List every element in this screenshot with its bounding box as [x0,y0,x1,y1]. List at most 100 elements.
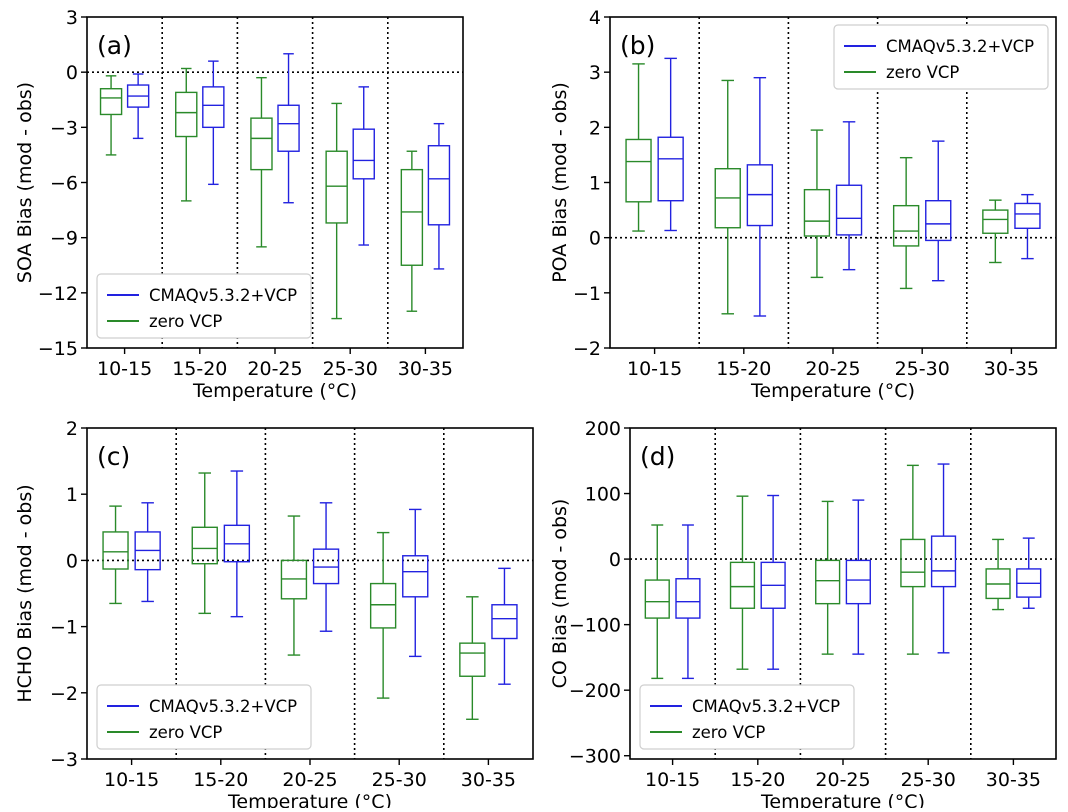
box-iqr [427,145,451,226]
box-iqr [277,104,300,152]
y-tick-label: 1 [589,173,601,195]
box-zero-30-35 [400,150,424,312]
box-iqr [459,642,486,677]
box-vcp-20-25 [845,499,871,655]
box-iqr [892,204,920,247]
x-tick-label: 10-15 [97,358,152,380]
legend: CMAQv5.3.2+VCP zero VCP [96,684,312,750]
x-tick-label: 25-30 [323,358,378,380]
x-axis-label: Temperature (°C) [760,791,925,808]
box-iqr [930,535,957,588]
box-iqr [400,168,424,266]
y-tick-label: −2 [573,338,601,360]
x-tick-label: 20-25 [815,769,870,791]
legend-frame [96,273,312,339]
legend-frame [639,684,855,750]
panel-label: (a) [97,31,132,60]
panel-c: 2 1 0 −1 −2 −3 10-15 15-20 20-25 25-30 30-35 Temper… [14,418,534,812]
legend-frame [833,24,1049,90]
box-vcp-30-35 [1014,193,1041,260]
x-axis-label: Temperature (°C) [750,380,915,402]
y-tick-label: −3 [50,117,78,139]
panel-label: (b) [620,31,655,60]
box-iqr [657,136,684,202]
y-tick-label: 200 [585,418,621,440]
box-iqr [175,91,198,138]
legend-label: CMAQv5.3.2+VCP [149,697,297,716]
box-vcp-15-20 [746,76,774,317]
x-tick-label: 20-25 [247,358,302,380]
legend: CMAQv5.3.2+VCP zero VCP [639,684,855,750]
x-tick-label: 15-20 [193,769,248,791]
x-tick-label: 15-20 [172,358,227,380]
box-vcp-15-20 [202,60,225,186]
x-tick-label: 20-25 [805,358,860,380]
y-axis-label: CO Bias (mod - obs) [549,499,571,689]
box-iqr [1014,202,1041,229]
y-tick-label: −200 [569,680,621,702]
y-tick-label: 2 [66,418,78,440]
legend-label: CMAQv5.3.2+VCP [692,697,840,716]
y-tick-label: 0 [609,549,621,571]
x-tick-label: 10-15 [627,358,682,380]
box-vcp-10-15 [134,502,161,603]
legend-frame [96,684,312,750]
box-zero-25-30 [369,531,397,699]
box-zero-30-35 [982,199,1009,264]
box-zero-15-20 [191,472,218,615]
y-tick-label: 3 [589,62,601,84]
box-zero-30-35 [985,538,1011,611]
x-tick-label: 15-20 [716,358,771,380]
box-vcp-10-15 [126,73,150,140]
y-tick-label: −2 [50,683,78,705]
box-zero-10-15 [644,524,670,680]
box-zero-25-30 [892,156,920,290]
box-vcp-25-30 [402,508,429,658]
y-tick-label: 4 [589,7,601,29]
x-tick-label: 25-30 [895,358,950,380]
box-iqr [491,604,518,640]
box-iqr [369,582,397,629]
box-zero-20-25 [250,76,273,248]
y-tick-label: 1 [66,484,78,506]
x-axis-label: Temperature (°C) [227,791,392,808]
box-iqr [250,117,273,171]
box-iqr [202,86,225,129]
x-tick-label: 10-15 [645,769,700,791]
box-iqr [325,150,348,224]
box-iqr [982,209,1009,234]
y-tick-label: −1 [50,617,78,639]
legend-label: zero VCP [692,723,765,742]
legend-label: CMAQv5.3.2+VCP [149,286,297,305]
box-zero-25-30 [900,464,926,655]
box-iqr [729,561,756,609]
y-axis-label: HCHO Bias (mod - obs) [14,484,36,702]
x-tick-label: 25-30 [901,769,956,791]
box-iqr [845,559,871,605]
panel-a: 3 0 −3 −6 −9 −12 −15 10-15 15-20 20-25 25-30 30-35 T… [14,7,464,402]
box-zero-25-30 [325,102,348,320]
box-iqr [815,559,841,605]
box-iqr [675,578,701,619]
box-vcp-20-25 [312,502,340,632]
y-tick-label: 0 [589,228,601,250]
panel-b: 4 3 2 1 0 −1 −2 10-15 15-20 20-25 25-30 30-35 Temper… [549,7,1057,402]
x-tick-label: 10-15 [104,769,159,791]
y-tick-label: 100 [585,484,621,506]
y-axis-label: SOA Bias (mod - obs) [14,82,36,283]
x-tick-label: 30-35 [984,358,1039,380]
panel-label: (d) [640,442,675,471]
box-vcp-30-35 [491,567,518,685]
legend-label: CMAQv5.3.2+VCP [886,37,1034,56]
x-tick-label: 30-35 [461,769,516,791]
box-iqr [352,128,375,180]
box-iqr [925,200,952,242]
x-tick-label: 30-35 [398,358,453,380]
panel-d: 200 100 0 −100 −200 −300 10-15 15-20 20-25 25-30 3… [549,418,1057,812]
y-tick-label: −12 [38,283,78,305]
y-tick-label: −6 [50,173,78,195]
y-axis-label: POA Bias (mod - obs) [549,82,571,283]
box-vcp-25-30 [930,463,957,654]
box-vcp-10-15 [657,57,684,232]
